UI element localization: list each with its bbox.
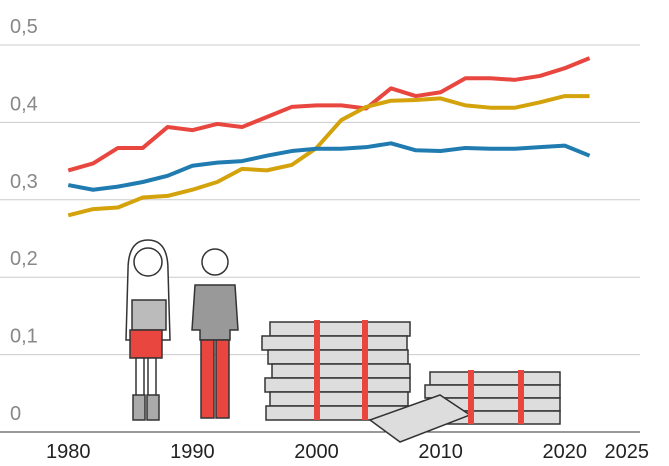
line-series — [68, 58, 589, 170]
x-tick-label: 2000 — [294, 441, 339, 463]
y-tick-label: 0,1 — [10, 326, 38, 348]
y-tick-label: 0,2 — [10, 248, 38, 270]
x-tick-label: 2025 — [605, 441, 650, 463]
line-series — [68, 96, 589, 215]
chart: 0 0,1 0,2 0,3 0,4 0,5 1980 1990 2000 2010 2020 202… — [0, 0, 669, 466]
illustration — [126, 240, 560, 442]
x-tick-label: 2020 — [542, 441, 587, 463]
y-tick-label: 0,3 — [10, 171, 38, 193]
y-tick-label: 0,4 — [10, 93, 38, 115]
x-tick-label: 1990 — [170, 441, 215, 463]
line-series — [68, 143, 589, 189]
y-tick-label: 0 — [10, 403, 21, 425]
x-tick-label: 2010 — [418, 441, 463, 463]
x-tick-label: 1980 — [46, 441, 91, 463]
y-tick-label: 0,5 — [10, 16, 38, 38]
